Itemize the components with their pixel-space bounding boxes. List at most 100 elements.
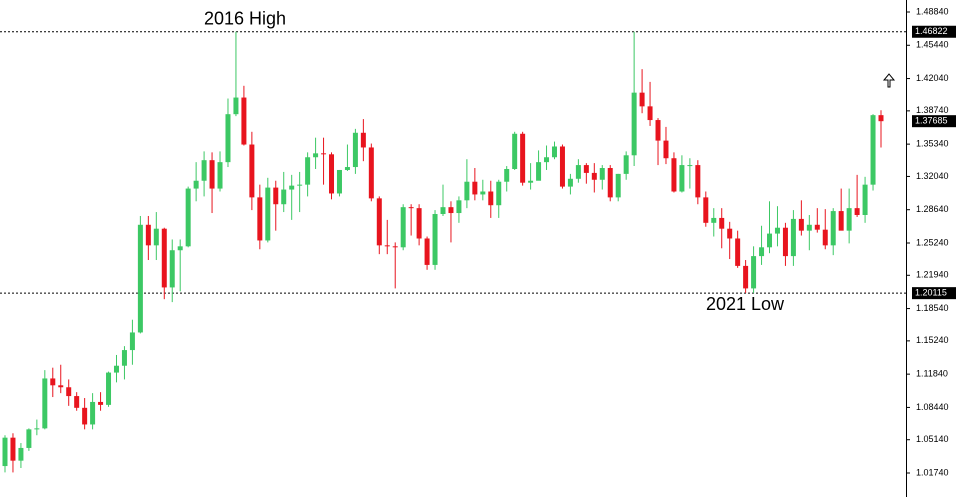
candle-body [751, 256, 757, 289]
candle-body [575, 165, 581, 179]
candle-body [695, 165, 701, 198]
level-label: 1.20115 [915, 288, 947, 298]
price-label: 1.37685 [915, 116, 948, 126]
candle-body [862, 184, 868, 215]
candle-body [424, 238, 430, 265]
candle-body [297, 184, 303, 186]
candle-body [209, 160, 215, 189]
candle-body [400, 207, 406, 248]
candle-body [814, 224, 820, 230]
candle-body [329, 154, 335, 194]
candle-body [360, 132, 366, 148]
candle-body [798, 218, 804, 231]
candle-body [711, 217, 717, 223]
y-tick-label: 1.15240 [916, 335, 949, 345]
candle-body [846, 208, 852, 231]
candle-body [416, 208, 422, 239]
candle-body [464, 181, 470, 201]
candle-body [273, 187, 279, 205]
level-label-bg [912, 25, 956, 38]
candle-body [18, 447, 24, 461]
candle-body [98, 401, 104, 405]
y-tick-label: 1.28640 [916, 204, 949, 214]
candle-body [679, 165, 685, 192]
candle-body [432, 214, 438, 265]
candle-body [344, 167, 350, 170]
candle-body [225, 114, 231, 163]
candle-body [233, 97, 239, 115]
candle-body [631, 92, 637, 156]
candle-body [727, 228, 733, 239]
candle-body [830, 211, 836, 246]
candle-body [551, 146, 557, 158]
candle-body [74, 396, 80, 408]
candle-body [639, 92, 645, 107]
candle-body [193, 180, 199, 189]
candle-body [456, 200, 462, 214]
candle-body [58, 385, 64, 388]
y-tick-label: 1.08440 [916, 402, 949, 412]
candle-body [392, 246, 398, 248]
candle-body [34, 428, 40, 430]
y-tick-label: 1.48840 [916, 6, 949, 16]
candle-body [352, 132, 358, 168]
candle-body [145, 224, 151, 246]
candle-body [671, 158, 677, 192]
candle-body [759, 247, 765, 257]
candle-body [512, 133, 518, 169]
y-tick-label: 1.38740 [916, 105, 949, 115]
candle-body [607, 168, 613, 198]
candle-body [153, 228, 159, 246]
candle-body [106, 372, 112, 405]
candle-body [838, 211, 844, 231]
y-tick-label: 1.32040 [916, 171, 949, 181]
candle-body [265, 187, 271, 241]
candle-body [623, 155, 629, 174]
candle-body [217, 162, 223, 189]
candle-body [321, 153, 327, 155]
level-label: 1.46822 [915, 26, 948, 36]
candle-body [647, 106, 653, 121]
candle-body [790, 218, 796, 257]
candle-body [567, 178, 573, 187]
candle-body [185, 188, 191, 247]
arrow-icon [882, 73, 896, 88]
candle-body [113, 365, 119, 373]
candle-body [121, 350, 127, 366]
candle-body [559, 146, 565, 187]
candle-body [520, 133, 526, 183]
candle-body [703, 197, 709, 223]
candle-body [408, 207, 414, 209]
candle-body [870, 115, 876, 185]
candle-body [655, 120, 661, 141]
candle-body [137, 224, 143, 333]
candle-body [782, 227, 788, 257]
candle-body [544, 157, 550, 163]
candle-body [26, 429, 32, 448]
candle-body [504, 168, 510, 182]
candle-body [472, 181, 478, 195]
candle-body [66, 387, 72, 397]
candle-body [177, 246, 183, 251]
candle-body [599, 168, 605, 180]
candle-body [169, 250, 175, 288]
candle-body [129, 332, 135, 351]
candle-body [735, 238, 741, 266]
y-tick-label: 1.01740 [916, 467, 949, 477]
candle-body [82, 407, 88, 425]
y-tick-label: 1.45440 [916, 40, 949, 50]
candle-body [687, 165, 693, 167]
y-tick-label: 1.11840 [916, 369, 948, 379]
candle-body [305, 157, 311, 185]
candle-body [336, 169, 342, 194]
candle-body [281, 189, 287, 205]
candle-body [257, 197, 263, 241]
candle-body [42, 378, 48, 429]
candle-body [822, 229, 828, 246]
candle-body [591, 172, 597, 180]
candle-body [496, 181, 502, 206]
candle-body [201, 160, 207, 181]
y-tick-label: 1.42040 [916, 73, 949, 83]
candle-body [90, 401, 96, 425]
